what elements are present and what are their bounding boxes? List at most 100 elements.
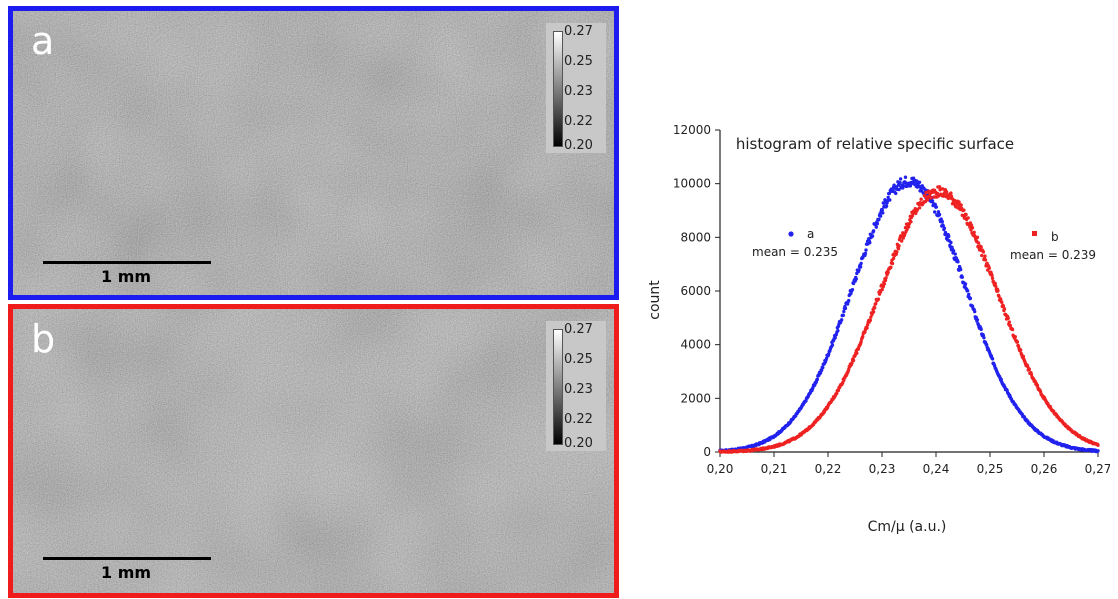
data-point	[881, 211, 885, 215]
data-point	[949, 191, 953, 195]
data-point	[970, 304, 975, 308]
y-tick-label: 0	[703, 445, 711, 459]
data-point	[1018, 348, 1023, 352]
data-point	[990, 357, 995, 361]
data-point	[990, 273, 994, 278]
colorbar-tick: 0.20	[564, 138, 593, 153]
colorbar-gradient-a	[553, 31, 563, 147]
data-point	[970, 226, 975, 230]
data-point	[880, 208, 884, 212]
data-point	[818, 371, 823, 375]
data-point	[915, 179, 919, 183]
data-point	[966, 216, 970, 220]
series-a	[718, 175, 1100, 454]
data-point	[903, 175, 908, 179]
data-point	[851, 358, 856, 363]
data-point	[871, 310, 876, 314]
data-point	[836, 328, 840, 333]
legend-layer: a mean = 0.235 b mean = 0.239	[752, 227, 1096, 262]
panel-label-a: a	[31, 19, 55, 63]
data-point	[880, 287, 884, 292]
data-point	[836, 388, 841, 393]
y-tick-label: 8000	[680, 230, 711, 244]
colorbar-tick: 0.27	[564, 24, 593, 39]
data-point	[964, 212, 968, 217]
data-point	[917, 206, 922, 210]
data-point	[979, 327, 983, 332]
data-point	[983, 254, 987, 258]
histogram-chart: histogram of relative specific surface 0…	[647, 123, 1110, 535]
data-point	[890, 261, 895, 266]
data-point	[905, 227, 909, 232]
data-point	[994, 284, 998, 288]
data-point	[953, 252, 957, 256]
chart-title: histogram of relative specific surface	[736, 135, 1014, 153]
colorbar-tick: 0.25	[564, 54, 593, 69]
data-point	[937, 212, 942, 217]
data-point	[847, 367, 851, 372]
data-point	[953, 198, 957, 203]
data-point	[870, 234, 875, 238]
data-point	[821, 365, 825, 370]
data-point	[973, 309, 977, 314]
data-point	[983, 258, 988, 262]
data-point	[1027, 367, 1032, 372]
data-point	[936, 210, 941, 214]
data-point	[824, 356, 829, 361]
data-point	[901, 183, 906, 188]
data-point	[857, 268, 861, 272]
colorbar-tick: 0.23	[564, 84, 593, 99]
data-point	[863, 251, 868, 256]
data-point	[884, 276, 888, 280]
data-point	[1008, 323, 1013, 328]
x-axis: 0,20 0,21 0,22 0,23 0,24 0,25 0,26 0,27	[707, 451, 1110, 476]
data-point	[934, 205, 939, 209]
data-point	[917, 180, 922, 184]
data-point	[1006, 316, 1010, 320]
panel-label-b: b	[31, 317, 56, 361]
data-point	[962, 208, 966, 212]
data-point	[981, 250, 986, 254]
data-point	[804, 399, 808, 403]
data-point	[967, 292, 971, 297]
data-point	[1010, 327, 1015, 332]
data-point	[965, 289, 970, 293]
data-point	[881, 284, 886, 289]
y-tick-label: 2000	[680, 391, 711, 405]
colorbar-tick: 0.22	[564, 114, 593, 129]
data-point	[951, 249, 956, 253]
micrograph-texture-a	[13, 11, 614, 295]
data-point	[871, 229, 876, 233]
data-point	[872, 306, 877, 310]
data-point	[911, 176, 916, 180]
image-panel-a: a 0.27 0.25 0.23 0.22 0.20 1 mm	[8, 6, 619, 300]
data-point	[929, 196, 933, 200]
data-point	[859, 339, 863, 344]
data-point	[959, 203, 963, 207]
image-panel-b: b 0.27 0.25 0.23 0.22 0.20 1 mm	[8, 304, 619, 598]
x-tick-label: 0,24	[923, 462, 950, 476]
data-point	[933, 202, 937, 207]
data-point	[874, 301, 878, 306]
data-point	[944, 190, 949, 194]
data-point	[850, 287, 855, 292]
data-point	[858, 265, 863, 269]
data-point	[886, 270, 890, 275]
data-point	[930, 199, 935, 203]
data-point	[878, 214, 883, 218]
data-point	[932, 210, 937, 214]
colorbar-tick: 0.20	[564, 436, 593, 451]
data-point	[960, 275, 964, 279]
data-point	[975, 235, 980, 240]
data-point	[987, 266, 991, 270]
colorbar-tick: 0.23	[564, 382, 593, 397]
data-point	[843, 306, 848, 311]
data-point	[865, 326, 869, 330]
data-point	[827, 352, 831, 356]
data-point	[877, 217, 881, 222]
data-point	[1096, 443, 1100, 447]
data-point	[914, 211, 918, 216]
data-point	[897, 187, 901, 192]
data-point	[956, 260, 960, 264]
data-point	[864, 248, 868, 252]
